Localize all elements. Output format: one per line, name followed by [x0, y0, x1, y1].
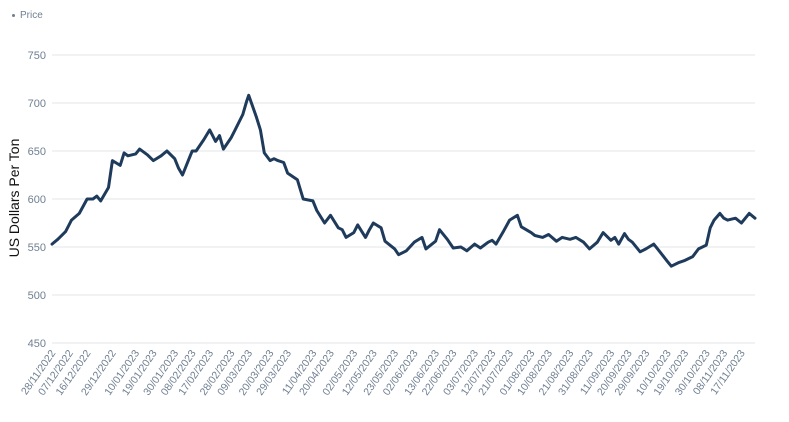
price-series-line: [50, 93, 757, 268]
y-tick-label: 600: [28, 194, 46, 206]
y-tick-label: 650: [28, 146, 46, 158]
y-tick-label: 700: [28, 98, 46, 110]
y-tick-label: 750: [28, 50, 46, 62]
legend-label: Price: [20, 10, 43, 21]
x-axis-ticks: 28/11/202207/12/202216/12/202229/12/2022…: [19, 348, 748, 398]
gridlines: [52, 54, 755, 344]
y-tick-label: 500: [28, 290, 46, 302]
y-tick-label: 450: [28, 338, 46, 350]
y-axis-ticks: 450 500 550 600 650 700 750: [28, 50, 46, 350]
series-layer: [50, 93, 757, 268]
legend-marker: [12, 13, 15, 17]
chart-legend: Price: [12, 10, 43, 21]
y-tick-label: 550: [28, 242, 46, 254]
